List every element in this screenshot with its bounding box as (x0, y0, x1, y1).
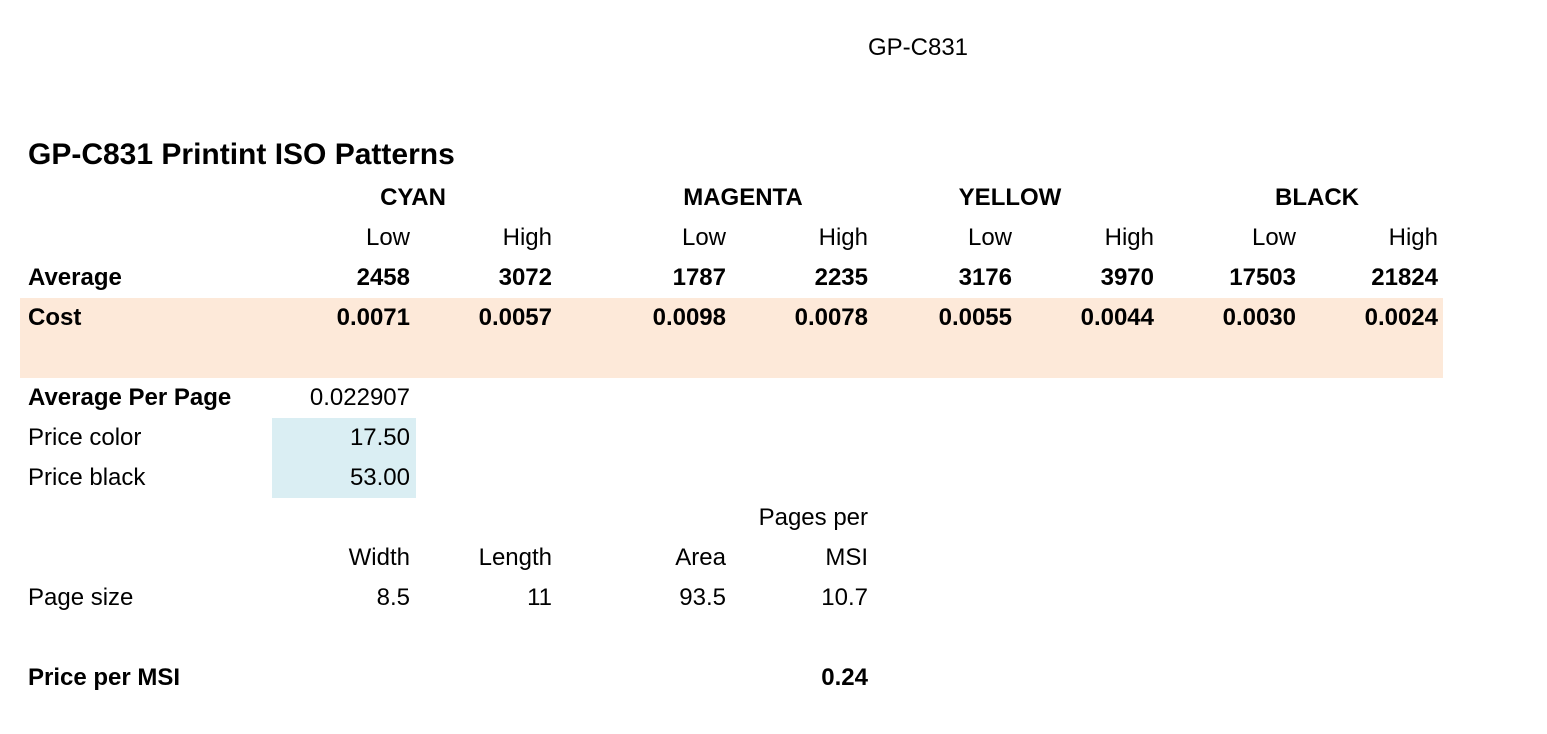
cost-cell: 0.0024 (1364, 304, 1438, 331)
page-length-value: 11 (527, 584, 552, 611)
sub-header-black-low: Low (1251, 224, 1296, 251)
price-cells-highlight (272, 418, 416, 498)
sub-header-cyan-high: High (502, 224, 552, 251)
cost-cell: 0.0071 (336, 304, 410, 331)
page-area-value: 93.5 (679, 584, 726, 611)
sub-header-yellow-high: High (1104, 224, 1154, 251)
average-cell: 1787 (672, 264, 726, 291)
document-header-title: GP-C831 (867, 34, 969, 61)
cost-cell: 0.0044 (1080, 304, 1154, 331)
average-cell: 2458 (356, 264, 410, 291)
cost-cell: 0.0057 (478, 304, 552, 331)
width-header: Width (348, 544, 410, 571)
area-header: Area (675, 544, 726, 571)
sub-header-yellow-low: Low (967, 224, 1012, 251)
pages-per-header-line1: Pages per (758, 504, 868, 531)
group-header-cyan: CYAN (380, 184, 446, 211)
cost-cell: 0.0078 (794, 304, 868, 331)
price-black-value[interactable]: 53.00 (349, 464, 410, 491)
length-header: Length (478, 544, 552, 571)
cost-label: Cost (28, 304, 82, 331)
average-cell: 21824 (1371, 264, 1438, 291)
sub-header-black-high: High (1388, 224, 1438, 251)
price-per-msi-value: 0.24 (821, 664, 868, 691)
sub-header-magenta-low: Low (681, 224, 726, 251)
sheet-title: GP-C831 Printint ISO Patterns (28, 138, 455, 171)
cost-cell: 0.0098 (652, 304, 726, 331)
cost-cell: 0.0055 (938, 304, 1012, 331)
average-cell: 17503 (1229, 264, 1296, 291)
group-header-black: BLACK (1275, 184, 1359, 211)
pages-per-msi-value: 10.7 (821, 584, 868, 611)
average-per-page-label: Average Per Page (28, 384, 232, 411)
page-width-value: 8.5 (376, 584, 410, 611)
average-per-page-value: 0.022907 (309, 384, 410, 411)
average-cell: 3072 (498, 264, 552, 291)
price-per-msi-label: Price per MSI (28, 664, 181, 691)
average-cell: 3970 (1100, 264, 1154, 291)
group-header-magenta: MAGENTA (683, 184, 803, 211)
cost-cell: 0.0030 (1222, 304, 1296, 331)
average-cell: 3176 (958, 264, 1012, 291)
price-color-value[interactable]: 17.50 (349, 424, 410, 451)
sub-header-cyan-low: Low (365, 224, 410, 251)
price-color-label: Price color (28, 424, 142, 451)
page-size-label: Page size (28, 584, 134, 611)
average-cell: 2235 (814, 264, 868, 291)
group-header-yellow: YELLOW (958, 184, 1062, 211)
cost-row-highlight (20, 298, 1443, 378)
sub-header-magenta-high: High (818, 224, 868, 251)
msi-header: MSI (825, 544, 868, 571)
price-black-label: Price black (28, 464, 146, 491)
average-label: Average (28, 264, 122, 291)
